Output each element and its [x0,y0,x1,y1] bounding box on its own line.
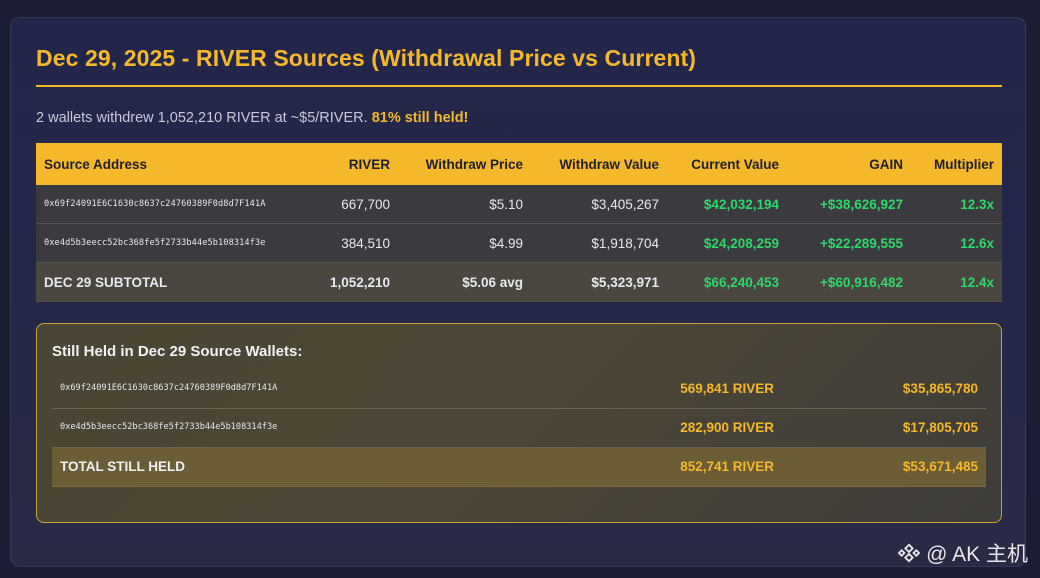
table-header-row: Source Address RIVER Withdraw Price With… [36,143,1002,185]
gain-value: +$22,289,555 [787,223,911,263]
withdraw-value: $3,405,267 [531,185,667,224]
still-held-title: Still Held in Dec 29 Source Wallets: [52,343,303,360]
header-withdraw-value: Withdraw Value [531,143,667,185]
withdraw-value: $1,918,704 [531,223,667,263]
still-held-box: Still Held in Dec 29 Source Wallets: 0x6… [36,323,1002,523]
subtotal-withdraw-value: $5,323,971 [531,262,667,302]
header-river: RIVER [318,143,398,185]
binance-logo-icon [898,543,921,563]
held-row: 0xe4d5b3eecc52bc368fe5f2733b44e5b108314f… [52,409,986,448]
report-panel: Dec 29, 2025 - RIVER Sources (Withdrawal… [10,17,1026,567]
subtotal-multiplier: 12.4x [911,262,1002,302]
header-source-address: Source Address [36,143,318,185]
subtotal-river: 1,052,210 [318,262,398,302]
watermark-text: @ AK 主机 [926,543,1028,566]
subtotal-label: DEC 29 SUBTOTAL [36,262,318,302]
table-row: 0x69f24091E6C1630c8637c24760389F0d8d7F14… [36,185,1002,224]
sources-table: Source Address RIVER Withdraw Price With… [36,143,1002,302]
current-value: $42,032,194 [667,185,787,224]
held-total-value: $53,671,485 [902,459,978,474]
watermark: @ AK 主机 [898,538,1028,568]
summary-main: 2 wallets withdrew 1,052,210 RIVER at ~$… [36,110,368,126]
held-address[interactable]: 0xe4d5b3eecc52bc368fe5f2733b44e5b108314f… [60,422,278,432]
held-total-row: TOTAL STILL HELD 852,741 RIVER $53,671,4… [52,448,986,487]
subtotal-price: $5.06 avg [398,262,531,302]
source-address[interactable]: 0x69f24091E6C1630c8637c24760389F0d8d7F14… [36,185,318,224]
held-amount: 282,900 RIVER [680,420,774,435]
page-title: Dec 29, 2025 - RIVER Sources (Withdrawal… [36,45,697,71]
summary-text: 2 wallets withdrew 1,052,210 RIVER at ~$… [36,110,468,126]
held-address[interactable]: 0x69f24091E6C1630c8637c24760389F0d8d7F14… [60,383,278,393]
held-amount: 569,841 RIVER [680,381,774,396]
multiplier-value: 12.6x [911,223,1002,263]
multiplier-value: 12.3x [911,185,1002,224]
subtotal-current-value: $66,240,453 [667,262,787,302]
withdraw-price: $4.99 [398,223,531,263]
header-multiplier: Multiplier [911,143,1002,185]
held-total-label: TOTAL STILL HELD [60,459,186,474]
title-divider [36,85,1002,87]
subtotal-gain: +$60,916,482 [787,262,911,302]
held-row: 0x69f24091E6C1630c8637c24760389F0d8d7F14… [52,370,986,409]
header-current-value: Current Value [667,143,787,185]
header-withdraw-price: Withdraw Price [398,143,531,185]
river-amount: 667,700 [318,185,398,224]
summary-highlight: 81% still held! [371,110,469,126]
header-gain: GAIN [787,143,911,185]
withdraw-price: $5.10 [398,185,531,224]
subtotal-row: DEC 29 SUBTOTAL 1,052,210 $5.06 avg $5,3… [36,262,1002,302]
river-amount: 384,510 [318,223,398,263]
held-value: $17,805,705 [902,420,978,435]
gain-value: +$38,626,927 [787,185,911,224]
current-value: $24,208,259 [667,223,787,263]
table-row: 0xe4d5b3eecc52bc368fe5f2733b44e5b108314f… [36,223,1002,263]
held-total-amount: 852,741 RIVER [680,459,774,474]
source-address[interactable]: 0xe4d5b3eecc52bc368fe5f2733b44e5b108314f… [36,223,318,263]
held-value: $35,865,780 [902,381,978,396]
